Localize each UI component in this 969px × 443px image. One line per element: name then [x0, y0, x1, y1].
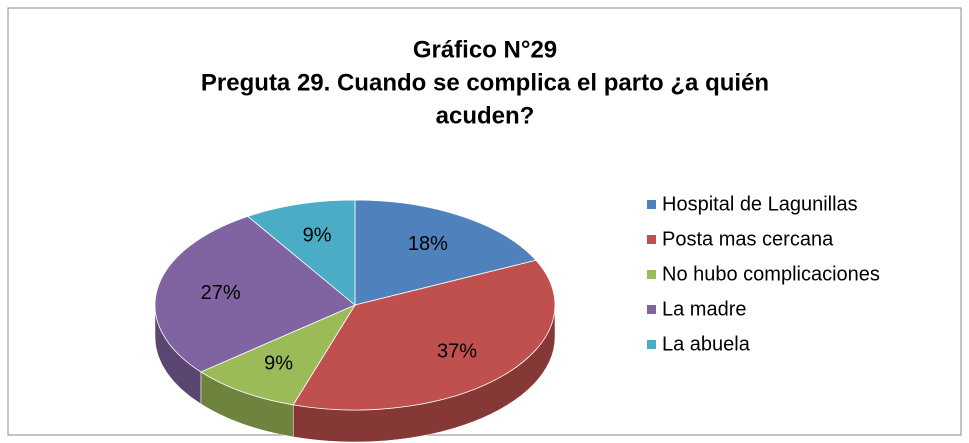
data-label: 9%	[303, 225, 332, 247]
chart-title: Preguta 29. Cuando se complica el parto …	[201, 69, 769, 96]
legend-label: La madre	[662, 298, 747, 320]
legend-label: La abuela	[662, 333, 751, 355]
slice	[154, 215, 356, 373]
data-label: 9%	[264, 352, 293, 374]
slice	[354, 199, 537, 306]
legend-label: No hubo complicaciones	[662, 263, 880, 285]
legend-label: Posta mas cercana	[662, 228, 834, 250]
legend-swatch	[647, 340, 656, 349]
chart-title: acuden?	[436, 102, 535, 129]
data-label: 37%	[437, 340, 477, 362]
chart-title: Gráfico N°29	[413, 36, 557, 63]
legend-swatch	[647, 200, 656, 209]
slice	[200, 304, 357, 406]
legend-label: Hospital de Lagunillas	[662, 193, 858, 215]
data-label: 27%	[201, 282, 241, 304]
data-label: 18%	[408, 233, 448, 255]
legend-swatch	[647, 235, 656, 244]
slice	[247, 199, 356, 306]
slice	[292, 259, 556, 411]
legend-swatch	[647, 305, 656, 314]
legend-swatch	[647, 270, 656, 279]
